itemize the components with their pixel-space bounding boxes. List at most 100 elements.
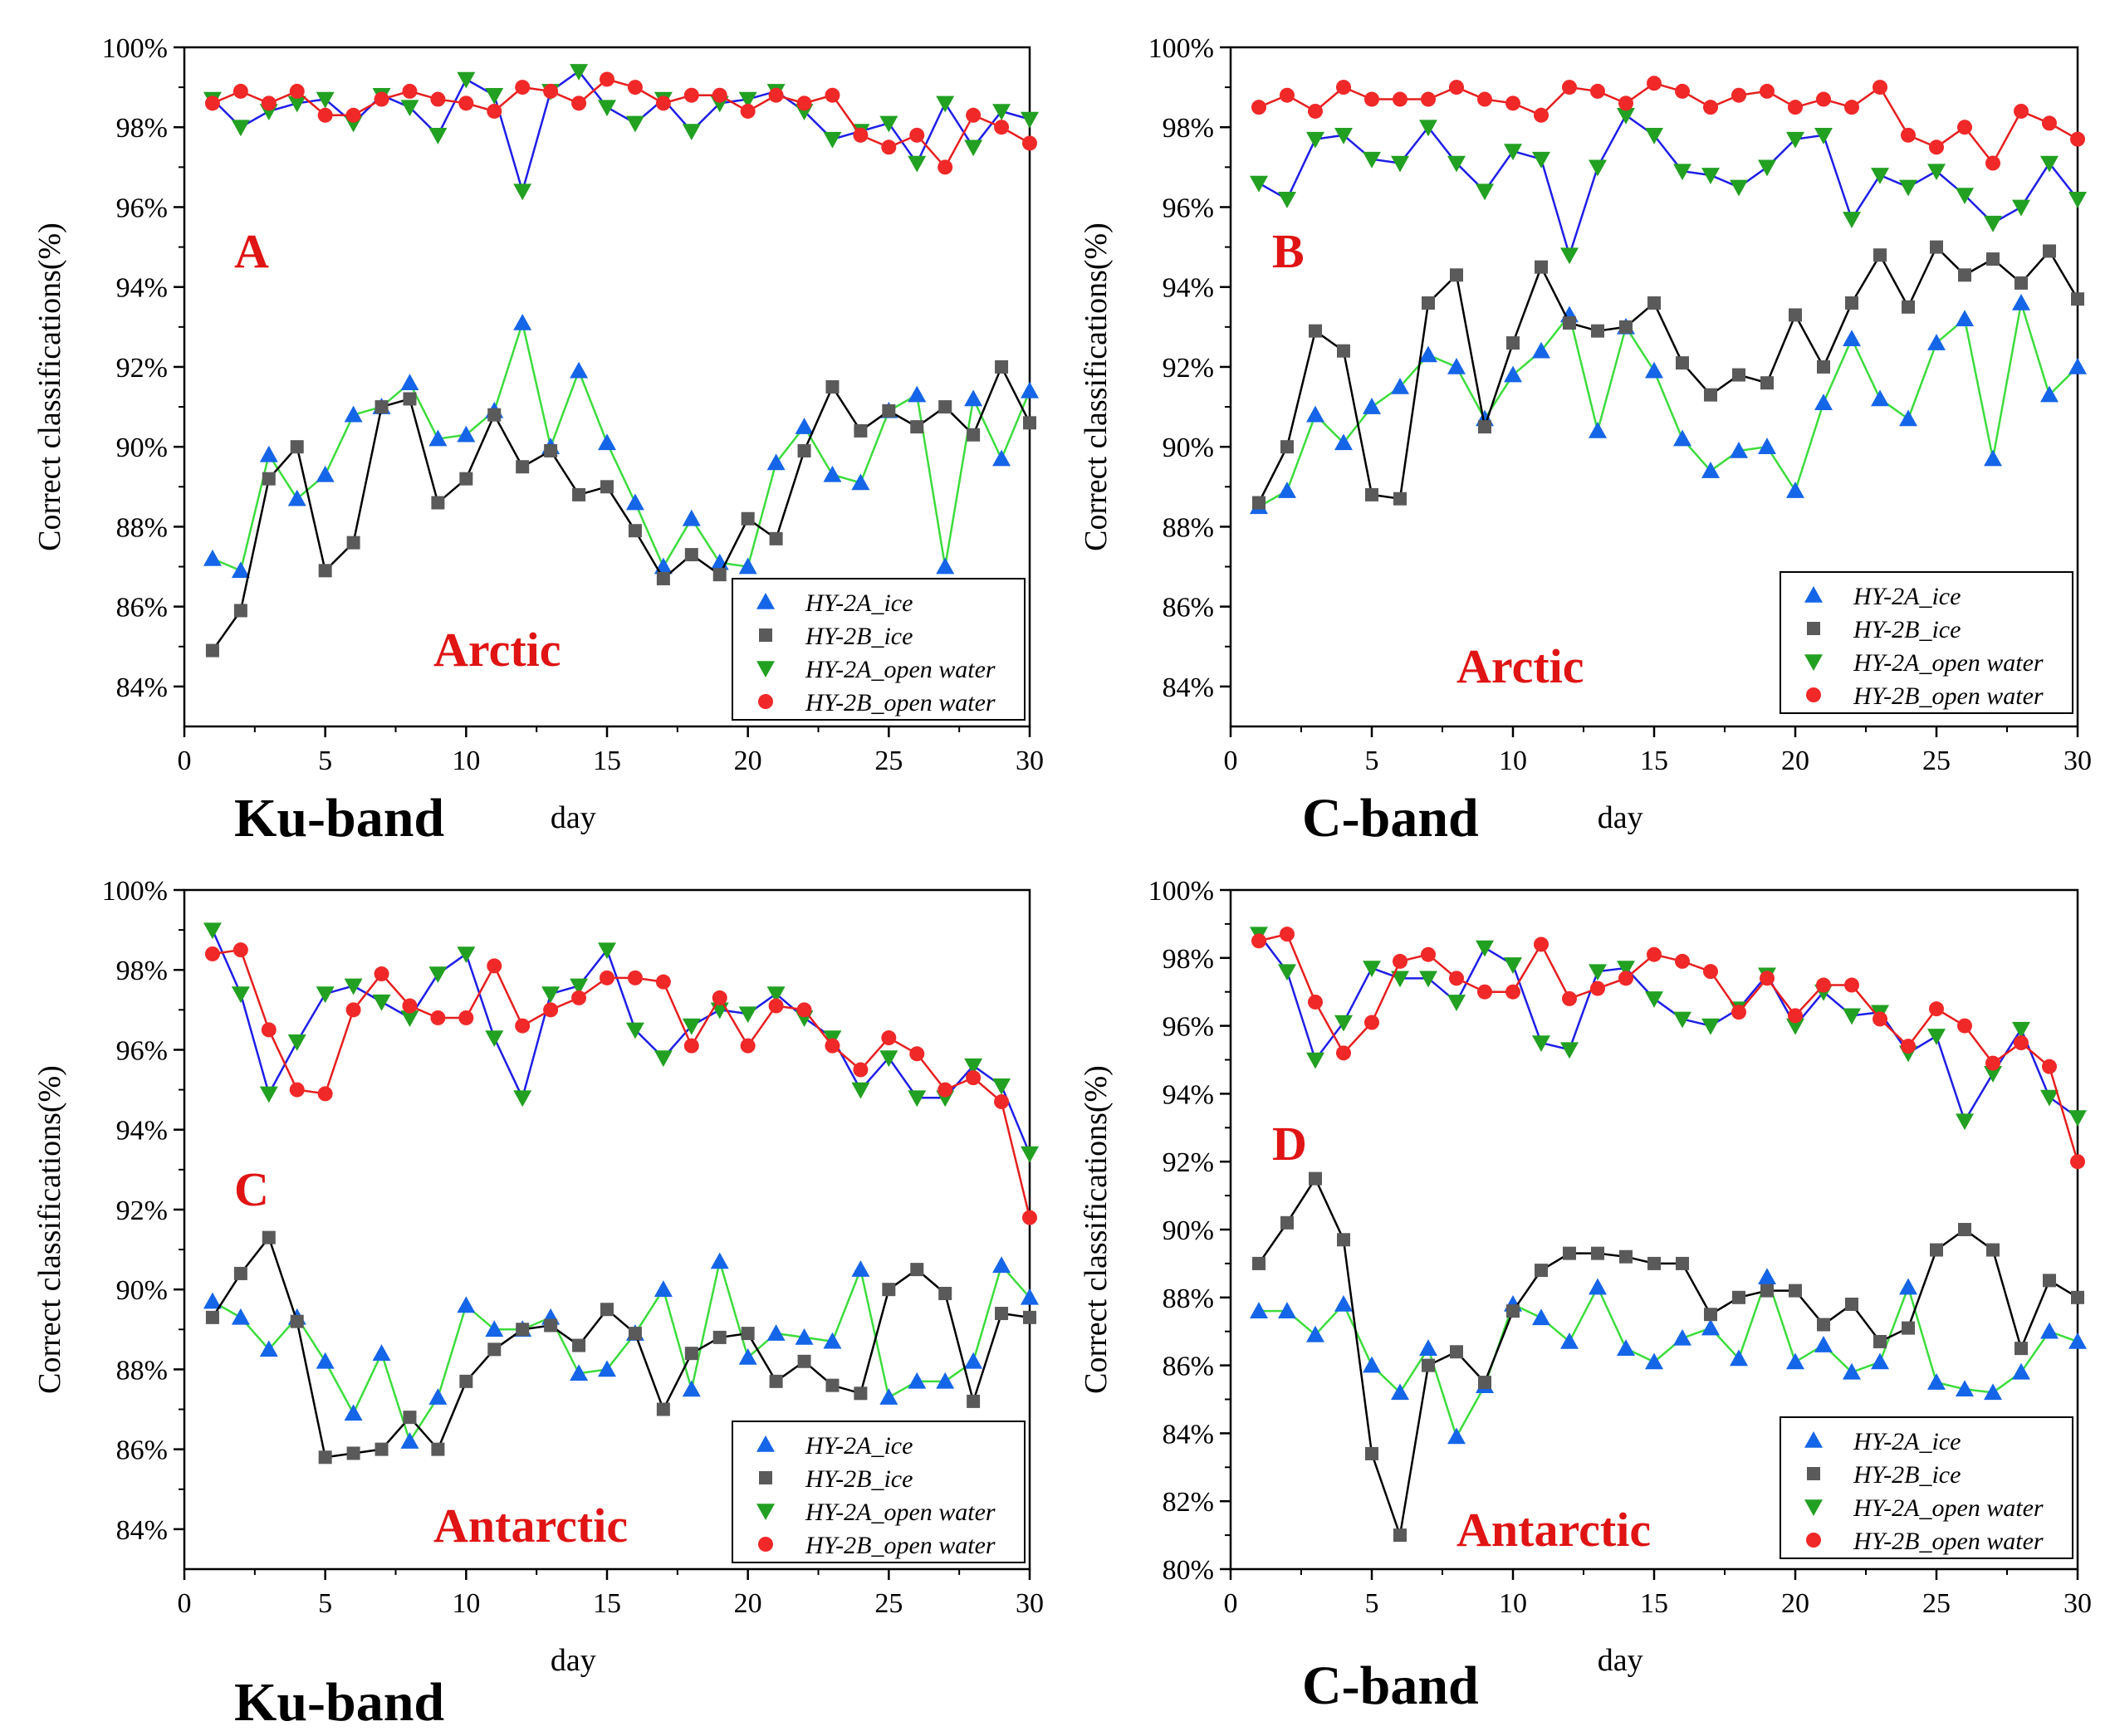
data-point-hy2a-open-water (738, 91, 757, 109)
data-point-hy2b-open-water (1562, 990, 1577, 1006)
data-point-hy2a-open-water (1021, 1146, 1039, 1163)
y-tick-label: 88% (1163, 512, 1214, 543)
data-point-hy2b-open-water (825, 87, 840, 103)
x-tick-label: 10 (1499, 746, 1527, 776)
series-hy2b-ice (205, 1230, 1036, 1465)
data-point-hy2b-ice (1817, 1318, 1830, 1332)
data-point-hy2b-ice (375, 400, 389, 414)
data-point-hy2a-ice (625, 493, 644, 511)
data-point-hy2a-open-water (203, 922, 222, 940)
data-point-hy2b-open-water (1703, 100, 1718, 115)
data-point-hy2a-open-water (964, 139, 983, 157)
data-point-hy2b-ice (431, 1442, 445, 1456)
data-point-hy2b-open-water (1477, 91, 1492, 107)
data-point-hy2b-open-water (655, 974, 671, 990)
data-point-hy2b-ice (572, 487, 586, 501)
series-hy2b-ice (1252, 1171, 2084, 1543)
data-point-hy2a-open-water (1306, 131, 1324, 149)
y-tick-label: 92% (116, 353, 168, 384)
data-point-hy2a-open-water (851, 1082, 870, 1099)
data-point-hy2a-ice (1504, 365, 1522, 383)
data-point-hy2a-ice (259, 445, 278, 462)
y-tick-label: 88% (116, 1355, 168, 1386)
data-point-hy2a-ice (1814, 1336, 1833, 1352)
x-tick-label: 15 (1640, 1588, 1668, 1619)
data-point-hy2b-ice (769, 1374, 783, 1388)
data-point-hy2a-ice (1786, 482, 1804, 498)
data-point-hy2b-open-water (2070, 1154, 2085, 1170)
legend-marker-hy2b-ice (1807, 622, 1820, 635)
data-point-hy2b-open-water (1618, 971, 1633, 986)
data-point-hy2a-ice (1334, 1294, 1353, 1312)
data-point-hy2a-open-water (1504, 957, 1522, 974)
data-point-hy2b-ice (1280, 1215, 1294, 1230)
legend-marker-hy2a-open-water (1804, 654, 1823, 671)
data-point-hy2b-open-water (1393, 91, 1407, 107)
legend-box (732, 1421, 1026, 1563)
data-point-hy2b-open-water (345, 1002, 361, 1018)
x-tick-label: 5 (1365, 1588, 1379, 1619)
x-tick-label: 10 (452, 746, 480, 776)
data-point-hy2a-ice (1927, 334, 1946, 350)
legend-label-hy2a-open-water: HY-2A_open water (805, 1499, 996, 1526)
data-point-hy2a-open-water (2068, 192, 2087, 208)
data-point-hy2b-open-water (768, 87, 784, 103)
data-point-hy2a-ice (1021, 1288, 1039, 1305)
data-point-hy2a-ice (1278, 1302, 1296, 1318)
data-point-hy2b-open-water (1816, 977, 1831, 993)
data-point-hy2b-open-water (1731, 87, 1746, 103)
data-point-hy2a-ice (428, 1388, 448, 1405)
y-tick-label: 88% (1163, 1284, 1214, 1314)
data-point-hy2b-open-water (1505, 984, 1520, 1000)
data-point-hy2a-open-water (1589, 159, 1607, 177)
data-point-hy2a-ice (485, 1320, 504, 1337)
legend: HY-2A_ice HY-2B_ice HY-2A_open water HY-2B_… (732, 578, 1026, 721)
data-point-hy2a-open-water (2068, 1110, 2087, 1127)
data-point-hy2a-open-water (287, 95, 306, 113)
data-point-hy2a-ice (316, 1352, 335, 1369)
data-point-hy2b-open-water (712, 87, 727, 103)
data-point-hy2b-ice (854, 1386, 868, 1401)
data-point-hy2a-ice (1447, 357, 1466, 374)
x-tick-label: 10 (1499, 1588, 1527, 1619)
data-point-hy2b-open-water (853, 1062, 869, 1078)
data-point-hy2b-open-water (1873, 1011, 1887, 1027)
legend-marker-hy2a-open-water (756, 661, 775, 677)
data-point-hy2a-open-water (1532, 151, 1550, 169)
data-point-hy2b-ice (1478, 420, 1491, 434)
legend: HY-2A_ice HY-2B_ice HY-2A_open water HY-2B_… (732, 1421, 1026, 1563)
data-point-hy2a-ice (795, 1328, 814, 1345)
x-tick-label: 20 (1781, 1588, 1809, 1619)
data-point-hy2a-open-water (1363, 961, 1381, 978)
data-point-hy2b-ice (910, 420, 924, 434)
data-point-hy2b-open-water (1929, 139, 1944, 155)
x-tick-label: 25 (1922, 1588, 1951, 1619)
y-tick-label: 96% (116, 1035, 168, 1066)
data-point-hy2b-open-water (1985, 1055, 2000, 1071)
data-point-hy2a-open-water (570, 64, 589, 81)
legend-box (732, 578, 1026, 721)
data-point-hy2a-ice (1786, 1352, 1804, 1370)
data-point-hy2a-open-water (1701, 1018, 1720, 1035)
data-point-hy2b-ice (600, 480, 614, 494)
data-point-hy2a-ice (231, 561, 250, 579)
data-point-hy2b-open-water (1251, 933, 1266, 949)
series-hy2b-open-water (1251, 76, 2085, 171)
data-point-hy2a-open-water (428, 128, 448, 144)
data-point-hy2b-open-water (515, 1018, 531, 1034)
panel-c: 84% 86% 88% 90% 92% 94% 96% 98% 100% 0 5 10 15 20 25 30… (32, 876, 1044, 1733)
y-tick-label: 100% (1148, 33, 1214, 64)
data-point-hy2b-ice (967, 1394, 981, 1408)
x-tick-label: 25 (874, 746, 903, 776)
panel-letter: B (1272, 224, 1305, 278)
data-point-hy2b-open-water (1901, 1039, 1916, 1054)
y-tick-label: 96% (1163, 1012, 1214, 1043)
data-point-hy2b-open-water (1703, 964, 1718, 980)
data-point-hy2b-open-water (1393, 953, 1407, 969)
data-point-hy2a-ice (936, 1372, 955, 1389)
data-point-hy2b-open-water (683, 87, 699, 103)
data-point-hy2b-ice (1873, 248, 1887, 262)
data-point-hy2b-ice (572, 1338, 586, 1352)
legend-label-hy2b-open-water: HY-2B_open water (1853, 1528, 2044, 1555)
x-tick-label: 30 (2063, 1588, 2092, 1619)
